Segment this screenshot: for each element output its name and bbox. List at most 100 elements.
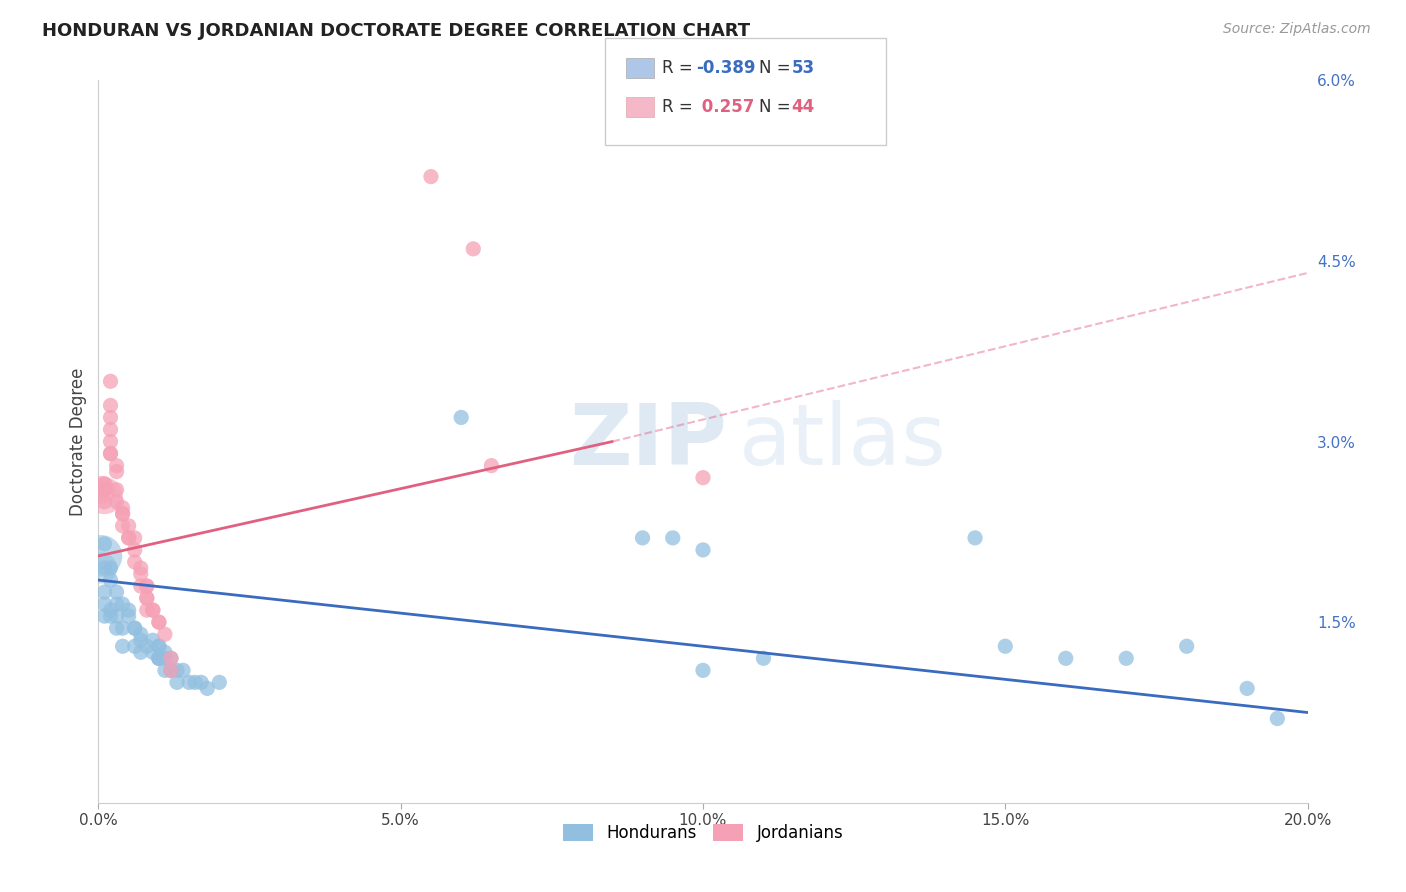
Text: R =: R = [662,98,699,116]
Point [160,664,183,678]
Point [100,398,122,412]
Point [111,500,134,515]
Point [142,603,165,617]
Text: N =: N = [759,98,796,116]
Point [129,645,152,659]
Point [118,609,141,624]
Point [142,645,165,659]
Legend: Hondurans, Jordanians: Hondurans, Jordanians [557,817,849,848]
Point [105,465,128,479]
Point [179,675,201,690]
Point [142,633,165,648]
Point [994,639,1017,653]
Point [190,675,212,690]
Point [124,542,146,557]
Point [135,639,157,653]
Point [135,591,157,605]
Point [148,651,170,665]
Point [111,621,134,635]
Point [93,476,115,491]
Point [111,518,134,533]
Point [160,651,183,665]
Point [148,615,170,630]
Point [105,621,128,635]
Point [118,531,141,545]
Point [124,555,146,569]
Y-axis label: Doctorate Degree: Doctorate Degree [69,368,87,516]
Point [463,242,485,256]
Point [111,507,134,521]
Point [692,664,714,678]
Point [752,651,775,665]
Point [118,518,141,533]
Point [153,651,176,665]
Point [118,603,141,617]
Point [420,169,443,184]
Text: HONDURAN VS JORDANIAN DOCTORATE DEGREE CORRELATION CHART: HONDURAN VS JORDANIAN DOCTORATE DEGREE C… [42,22,751,40]
Point [93,609,115,624]
Point [105,458,128,473]
Point [129,579,152,593]
Point [124,621,146,635]
Point [111,597,134,611]
Point [100,573,122,587]
Point [965,531,987,545]
Text: atlas: atlas [740,400,948,483]
Point [93,597,115,611]
Point [129,561,152,575]
Text: N =: N = [759,59,796,77]
Text: Source: ZipAtlas.com: Source: ZipAtlas.com [1223,22,1371,37]
Point [142,603,165,617]
Point [129,567,152,582]
Point [153,627,176,641]
Point [148,651,170,665]
Point [93,489,115,503]
Point [118,531,141,545]
Point [129,627,152,641]
Point [93,494,115,508]
Point [135,579,157,593]
Text: 44: 44 [792,98,815,116]
Point [148,639,170,653]
Point [100,374,122,388]
Point [129,633,152,648]
Point [105,609,128,624]
Text: -0.389: -0.389 [696,59,755,77]
Point [1236,681,1258,696]
Point [135,591,157,605]
Point [166,664,188,678]
Point [105,585,128,599]
Point [1267,712,1289,726]
Point [93,537,115,551]
Point [100,434,122,449]
Point [100,603,122,617]
Point [160,664,183,678]
Point [105,483,128,497]
Point [195,681,218,696]
Point [631,531,654,545]
Text: ZIP: ZIP [569,400,727,483]
Point [100,609,122,624]
Point [160,664,183,678]
Point [93,483,115,497]
Point [111,639,134,653]
Point [105,494,128,508]
Point [172,664,194,678]
Point [90,483,112,497]
Point [481,458,503,473]
Point [153,645,176,659]
Point [166,675,188,690]
Point [100,446,122,460]
Text: 0.257: 0.257 [696,98,755,116]
Point [93,483,115,497]
Point [100,446,122,460]
Point [160,651,183,665]
Point [124,531,146,545]
Point [661,531,683,545]
Point [153,664,176,678]
Point [90,561,112,575]
Point [148,615,170,630]
Point [124,621,146,635]
Point [124,639,146,653]
Point [111,507,134,521]
